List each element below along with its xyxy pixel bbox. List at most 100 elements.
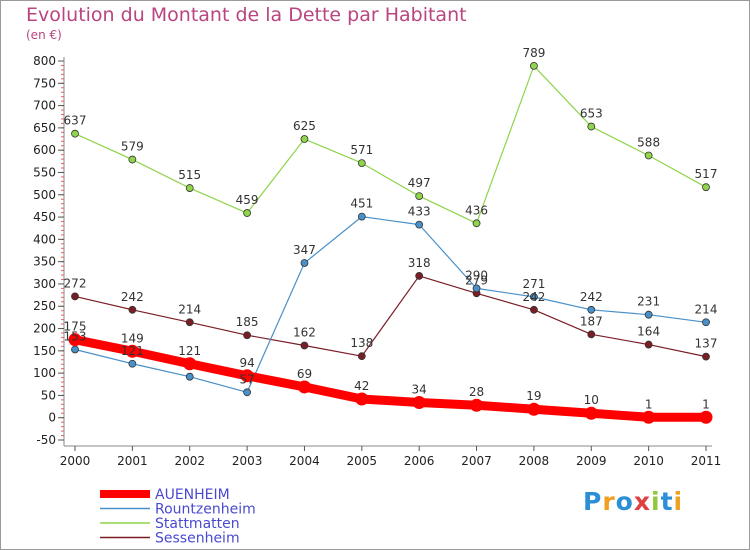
- x-tick-label: 2009: [576, 454, 607, 468]
- x-tick-label: 2003: [232, 454, 263, 468]
- data-label-stattmatten: 497: [408, 176, 431, 190]
- y-tick-label: 50: [41, 388, 56, 402]
- data-label-auenheim: 10: [584, 393, 599, 407]
- data-label-stattmatten: 436: [465, 203, 488, 217]
- data-point-auenheim: [584, 406, 598, 420]
- data-point-sessenheim: [185, 318, 194, 327]
- data-point-rountzenheim: [530, 292, 538, 301]
- y-tick-label: 600: [33, 143, 56, 157]
- data-label-auenheim: 42: [354, 379, 369, 393]
- data-point-sessenheim: [357, 352, 366, 361]
- data-label-sessenheim: 272: [64, 276, 87, 290]
- data-point-sessenheim: [702, 352, 710, 361]
- data-point-rountzenheim: [472, 284, 481, 293]
- data-point-auenheim: [183, 357, 197, 371]
- data-point-auenheim: [699, 410, 713, 424]
- data-label-stattmatten: 459: [236, 193, 259, 207]
- logo-letter: r: [602, 487, 616, 516]
- data-point-stattmatten: [702, 183, 710, 192]
- y-tick-label: 300: [33, 277, 56, 291]
- data-label-stattmatten: 625: [293, 119, 316, 133]
- data-point-rountzenheim: [357, 212, 366, 221]
- data-point-rountzenheim: [71, 345, 79, 354]
- data-point-rountzenheim: [587, 305, 596, 314]
- data-point-auenheim: [240, 369, 254, 383]
- data-label-sessenheim: 242: [522, 290, 545, 304]
- data-label-stattmatten: 789: [522, 46, 545, 60]
- data-point-stattmatten: [357, 159, 366, 168]
- series-line-stattmatten: [74, 65, 707, 224]
- data-point-rountzenheim: [415, 220, 424, 229]
- data-label-auenheim: 69: [297, 367, 312, 381]
- data-point-auenheim: [642, 410, 656, 424]
- data-label-rountzenheim: 153: [64, 329, 87, 343]
- data-label-sessenheim: 242: [121, 290, 144, 304]
- y-tick-label: 350: [33, 255, 56, 269]
- series-line-rountzenheim: [74, 216, 707, 393]
- y-tick-label: 750: [33, 76, 56, 90]
- data-label-sessenheim: 162: [293, 325, 316, 339]
- data-point-rountzenheim: [300, 259, 309, 267]
- legend-label-stattmatten: Stattmatten: [155, 516, 240, 532]
- data-label-auenheim: 28: [469, 385, 484, 399]
- data-point-sessenheim: [415, 272, 424, 280]
- data-label-stattmatten: 653: [580, 107, 603, 121]
- data-label-stattmatten: 515: [178, 168, 201, 182]
- x-tick-label: 2005: [347, 454, 378, 468]
- logo-letter: o: [615, 487, 634, 516]
- x-tick-label: 2002: [174, 454, 205, 468]
- x-tick-label: 2001: [117, 454, 148, 468]
- x-tick-label: 2007: [461, 454, 492, 468]
- data-label-sessenheim: 137: [695, 337, 718, 351]
- data-point-sessenheim: [128, 305, 137, 314]
- data-label-sessenheim: 138: [350, 336, 373, 350]
- y-tick-label: 400: [33, 232, 56, 246]
- data-point-rountzenheim: [185, 372, 194, 381]
- data-label-auenheim: 175: [64, 320, 87, 334]
- data-label-rountzenheim: 290: [465, 268, 488, 282]
- chart-title: Evolution du Montant de la Dette par Hab…: [26, 4, 467, 26]
- chart-subtitle: (en €): [26, 28, 62, 42]
- data-point-stattmatten: [300, 135, 309, 143]
- data-point-sessenheim: [300, 341, 309, 350]
- legend-label-sessenheim: Sessenheim: [155, 531, 240, 547]
- y-tick-label: 450: [33, 210, 56, 224]
- data-point-rountzenheim: [243, 388, 251, 397]
- data-label-auenheim: 1: [702, 397, 710, 411]
- series-line-sessenheim: [74, 275, 707, 358]
- x-tick-label: 2004: [289, 454, 320, 468]
- data-label-rountzenheim: 231: [637, 295, 660, 309]
- data-label-rountzenheim: 433: [408, 205, 431, 219]
- data-point-rountzenheim: [128, 359, 137, 368]
- data-point-auenheim: [355, 392, 369, 406]
- data-point-sessenheim: [243, 331, 251, 340]
- series-line-auenheim: [70, 335, 711, 422]
- data-label-auenheim: 19: [526, 389, 541, 403]
- data-point-sessenheim: [530, 305, 538, 314]
- logo-letter: t: [660, 487, 674, 516]
- data-label-sessenheim: 318: [408, 256, 431, 270]
- data-label-stattmatten: 517: [695, 167, 718, 181]
- data-label-stattmatten: 588: [637, 136, 660, 150]
- proxiti-logo: Proxiti: [583, 487, 683, 516]
- legend-label-rountzenheim: Rountzenheim: [155, 502, 256, 518]
- data-label-rountzenheim: 214: [695, 302, 718, 316]
- data-label-auenheim: 121: [178, 344, 201, 358]
- y-tick-label: 150: [33, 344, 56, 358]
- data-label-sessenheim: 185: [236, 315, 259, 329]
- y-tick-label: 700: [33, 99, 56, 113]
- x-tick-label: 2006: [404, 454, 435, 468]
- data-point-stattmatten: [128, 155, 137, 164]
- data-point-auenheim: [68, 333, 82, 347]
- y-tick-label: -50: [36, 433, 56, 447]
- y-tick-label: 800: [33, 54, 56, 68]
- y-tick-label: 100: [33, 366, 56, 380]
- x-tick-label: 2008: [519, 454, 550, 468]
- data-point-auenheim: [412, 396, 426, 410]
- data-label-stattmatten: 637: [64, 114, 87, 128]
- logo-letter: x: [633, 487, 651, 516]
- data-label-sessenheim: 187: [580, 314, 603, 328]
- data-point-auenheim: [470, 398, 484, 412]
- data-label-sessenheim: 214: [178, 302, 201, 316]
